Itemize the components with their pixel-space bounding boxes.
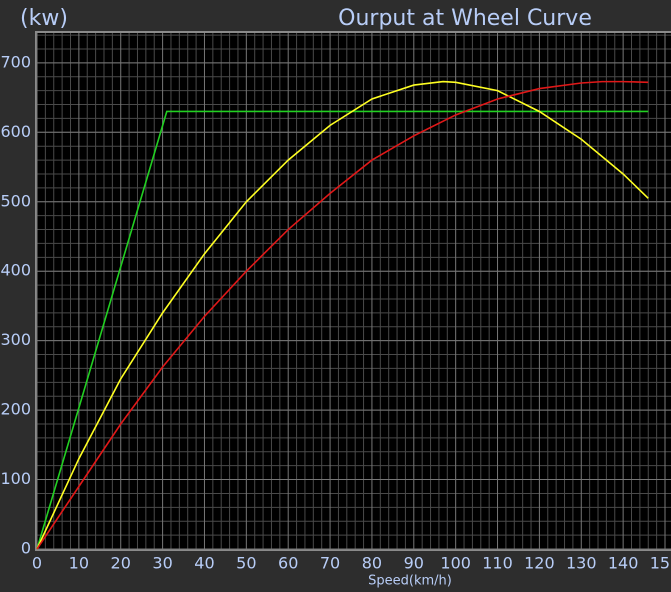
x-tick-label: 40 (194, 554, 214, 573)
x-tick-label: 140 (608, 554, 639, 573)
line (36, 110, 649, 550)
y-tick-label: 400 (0, 261, 31, 280)
x-tick-label: 130 (566, 554, 597, 573)
y-tick-label: 500 (0, 191, 31, 210)
y-axis-label: (kw) (20, 6, 68, 31)
chart-title: Ourput at Wheel Curve (338, 6, 592, 31)
x-tick-label: 0 (32, 554, 42, 573)
y-tick-label: 700 (0, 52, 31, 71)
x-tick-label: 100 (440, 554, 471, 573)
x-tick-label: 150 (650, 554, 671, 573)
x-tick-label: 70 (320, 554, 340, 573)
x-tick-label: 110 (482, 554, 513, 573)
y-tick-label: 100 (0, 469, 31, 488)
grid (36, 33, 671, 550)
x-tick-label: 120 (524, 554, 555, 573)
y-tick-label: 300 (0, 330, 31, 349)
x-tick-label: 60 (278, 554, 298, 573)
y-tick-label: 0 (21, 539, 31, 558)
line (36, 80, 649, 550)
x-tick-label: 20 (111, 554, 131, 573)
x-tick-label: 30 (152, 554, 172, 573)
x-tick-label: 10 (69, 554, 89, 573)
x-tick-label: 80 (362, 554, 382, 573)
line (36, 80, 649, 550)
y-tick-label: 600 (0, 122, 31, 141)
y-tick-label: 200 (0, 400, 31, 419)
x-tick-label: 50 (236, 554, 256, 573)
x-axis-label: Speed(km/h) (368, 574, 452, 589)
x-tick-label: 90 (404, 554, 424, 573)
